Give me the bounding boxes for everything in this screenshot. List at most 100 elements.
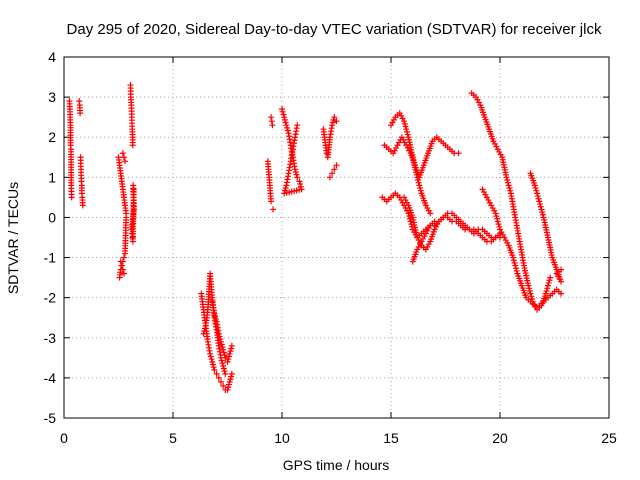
data-point bbox=[539, 211, 546, 218]
data-point bbox=[219, 344, 226, 351]
data-point bbox=[220, 365, 227, 372]
x-axis-label: GPS time / hours bbox=[283, 457, 390, 473]
data-point bbox=[329, 119, 336, 126]
data-point bbox=[215, 374, 222, 381]
data-point bbox=[416, 182, 423, 189]
data-point bbox=[526, 285, 533, 292]
data-point bbox=[79, 202, 86, 209]
data-point bbox=[68, 194, 75, 201]
data-point bbox=[226, 350, 233, 357]
data-point bbox=[213, 370, 220, 377]
y-tick-label: 0 bbox=[48, 209, 56, 225]
series-s11 bbox=[320, 114, 340, 161]
x-tick-label: 0 bbox=[60, 430, 68, 446]
x-tick-label: 5 bbox=[169, 430, 177, 446]
data-point bbox=[507, 187, 514, 194]
data-point bbox=[296, 178, 303, 185]
data-point bbox=[221, 368, 228, 375]
data-point bbox=[228, 373, 235, 380]
y-tick-label: -5 bbox=[44, 410, 57, 426]
data-point bbox=[417, 185, 424, 192]
y-tick-label: -4 bbox=[44, 370, 57, 386]
data-point bbox=[225, 353, 232, 360]
data-point bbox=[329, 122, 336, 129]
data-point bbox=[331, 114, 338, 121]
data-point bbox=[403, 126, 410, 133]
data-point bbox=[544, 285, 551, 292]
data-point bbox=[535, 195, 542, 202]
data-point bbox=[225, 381, 232, 388]
data-point bbox=[510, 254, 517, 261]
data-point bbox=[284, 127, 291, 134]
data-point bbox=[533, 187, 540, 194]
data-point bbox=[281, 190, 288, 197]
series-s8 bbox=[209, 298, 235, 365]
x-tick-label: 25 bbox=[601, 430, 617, 446]
data-point bbox=[220, 362, 227, 369]
data-point bbox=[268, 114, 275, 121]
data-point bbox=[211, 310, 218, 317]
data-point bbox=[219, 360, 226, 367]
y-tick-label: -1 bbox=[44, 250, 57, 266]
data-point bbox=[511, 259, 518, 266]
data-point bbox=[455, 150, 462, 157]
data-point bbox=[534, 190, 541, 197]
data-point bbox=[292, 168, 299, 175]
data-point bbox=[270, 206, 277, 213]
series-s15 bbox=[388, 110, 434, 217]
data-point bbox=[505, 182, 512, 189]
data-point bbox=[227, 348, 234, 355]
data-point bbox=[546, 277, 553, 284]
data-point bbox=[427, 210, 434, 217]
series-s2 bbox=[76, 98, 86, 209]
data-point bbox=[531, 182, 538, 189]
data-point bbox=[200, 330, 207, 337]
series-s9 bbox=[264, 114, 277, 213]
data-point bbox=[228, 370, 235, 377]
data-point bbox=[215, 330, 222, 337]
data-point bbox=[130, 186, 137, 193]
series-s5 bbox=[127, 82, 137, 245]
data-point bbox=[282, 185, 289, 192]
data-point bbox=[528, 293, 535, 300]
data-point bbox=[225, 384, 232, 391]
y-tick-label: 4 bbox=[48, 49, 56, 65]
data-point bbox=[212, 313, 219, 320]
data-point bbox=[281, 187, 288, 194]
y-tick-label: 2 bbox=[48, 129, 56, 145]
data-point bbox=[123, 214, 130, 221]
data-point bbox=[292, 166, 299, 173]
data-point bbox=[542, 290, 549, 297]
data-point bbox=[225, 356, 232, 363]
series-s20 bbox=[527, 170, 565, 285]
data-point bbox=[119, 150, 126, 157]
data-point bbox=[504, 179, 511, 186]
data-point bbox=[496, 223, 503, 230]
data-point bbox=[494, 215, 501, 222]
data-point bbox=[401, 120, 408, 127]
data-point bbox=[545, 279, 552, 286]
data-point bbox=[207, 350, 214, 357]
x-tick-label: 15 bbox=[383, 430, 399, 446]
data-point bbox=[414, 174, 421, 181]
series-s4 bbox=[116, 214, 130, 281]
series-s1 bbox=[66, 98, 75, 201]
data-point bbox=[226, 378, 233, 385]
data-point bbox=[279, 106, 285, 113]
data-point bbox=[401, 118, 408, 125]
data-point bbox=[493, 213, 500, 220]
series-s10 bbox=[279, 106, 305, 197]
data-point bbox=[222, 370, 229, 377]
data-point bbox=[228, 342, 235, 349]
data-point bbox=[119, 258, 126, 265]
data-point bbox=[120, 254, 127, 261]
data-point bbox=[406, 213, 413, 220]
data-point bbox=[558, 266, 565, 273]
data-point bbox=[527, 290, 534, 297]
data-point bbox=[122, 158, 129, 165]
data-point bbox=[537, 203, 544, 210]
data-point bbox=[222, 354, 229, 361]
series-s12 bbox=[326, 162, 340, 181]
data-point bbox=[281, 116, 288, 123]
data-point bbox=[297, 183, 304, 190]
